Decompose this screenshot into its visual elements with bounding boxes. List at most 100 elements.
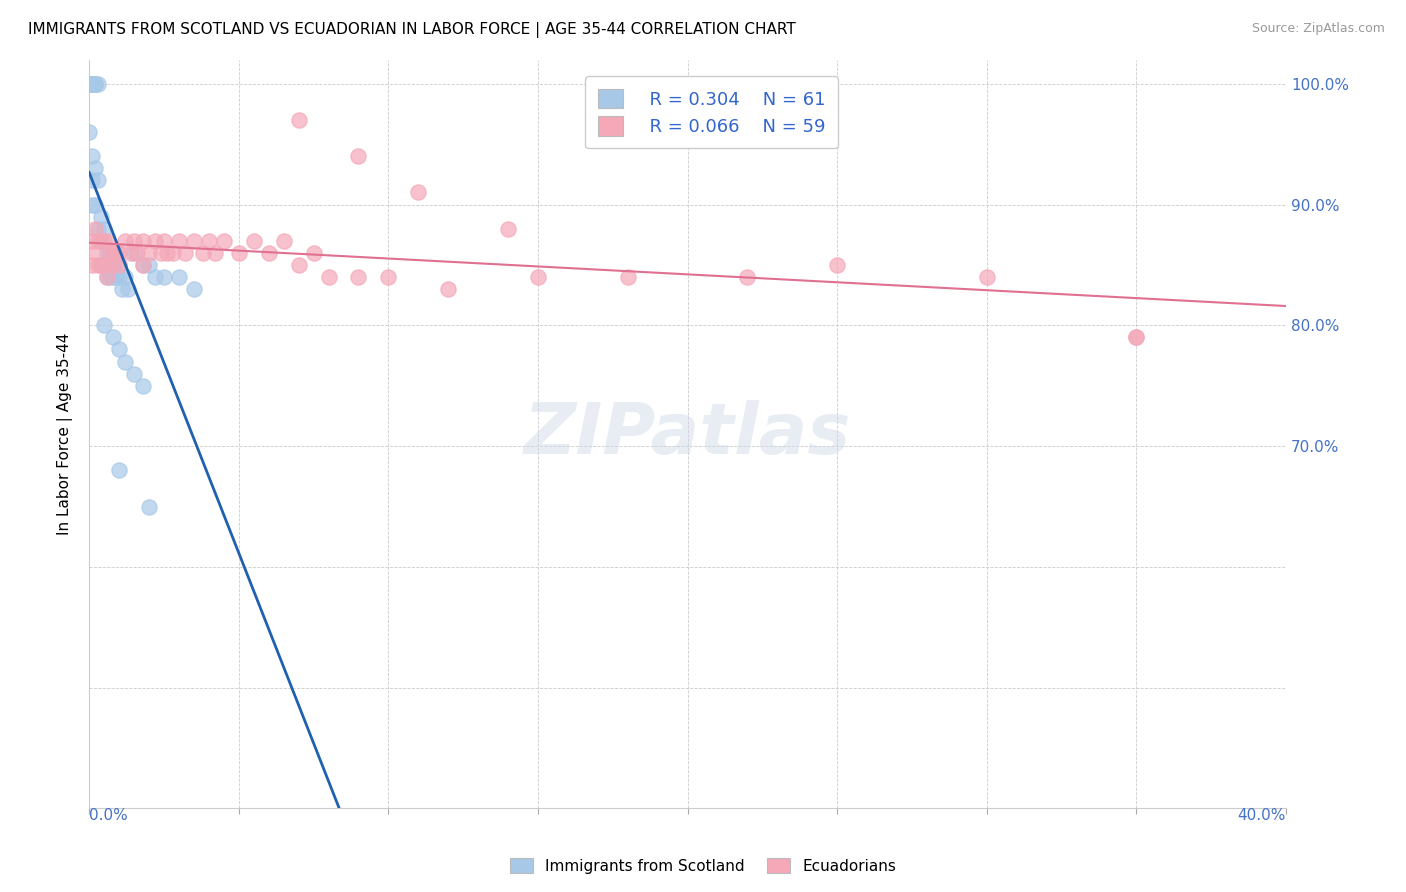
Point [82, 197, 104, 211]
Point [108, 245, 131, 260]
Point [149, 245, 172, 260]
Point [198, 234, 221, 248]
Point [825, 258, 848, 272]
Point [82, 173, 104, 187]
Point [98, 270, 121, 285]
Point [1125, 330, 1147, 344]
Point [105, 270, 128, 285]
Point [84, 245, 107, 260]
Point [117, 282, 139, 296]
Point [122, 234, 145, 248]
Point [191, 245, 214, 260]
Point [212, 234, 235, 248]
Point [82, 149, 104, 163]
Point [377, 270, 399, 285]
Point [93, 234, 115, 248]
Point [105, 245, 128, 260]
Point [257, 245, 280, 260]
Point [114, 270, 136, 285]
Point [138, 500, 160, 514]
Point [90, 234, 112, 248]
Point [242, 234, 264, 248]
Point [77, 77, 100, 91]
Point [108, 270, 131, 285]
Point [101, 258, 124, 272]
Point [96, 270, 118, 285]
Point [96, 270, 118, 285]
Point [114, 354, 136, 368]
Point [108, 463, 131, 477]
Point [101, 245, 124, 260]
Point [132, 258, 155, 272]
Point [101, 330, 124, 344]
Point [93, 258, 115, 272]
Point [96, 245, 118, 260]
Point [183, 282, 205, 296]
Point [90, 258, 112, 272]
Point [82, 77, 104, 91]
Point [132, 234, 155, 248]
Point [87, 234, 110, 248]
Point [77, 77, 100, 91]
Point [228, 245, 250, 260]
Point [143, 270, 166, 285]
Point [132, 258, 155, 272]
Text: ZIPatlas: ZIPatlas [524, 400, 851, 468]
Point [162, 245, 184, 260]
Point [82, 77, 104, 91]
Point [737, 270, 759, 285]
Point [98, 245, 121, 260]
Point [122, 245, 145, 260]
Point [84, 197, 107, 211]
Point [108, 258, 131, 272]
Point [527, 270, 550, 285]
Point [120, 245, 142, 260]
Point [82, 258, 104, 272]
Point [90, 258, 112, 272]
Point [111, 282, 134, 296]
Point [82, 77, 104, 91]
Legend:   R = 0.304    N = 61,   R = 0.066    N = 59: R = 0.304 N = 61, R = 0.066 N = 59 [585, 76, 838, 148]
Point [287, 113, 309, 128]
Point [87, 173, 110, 187]
Point [84, 221, 107, 235]
Text: Source: ZipAtlas.com: Source: ZipAtlas.com [1251, 22, 1385, 36]
Point [347, 270, 370, 285]
Point [153, 234, 176, 248]
Point [114, 234, 136, 248]
Point [976, 270, 998, 285]
Point [122, 367, 145, 381]
Point [108, 258, 131, 272]
Point [132, 378, 155, 392]
Point [108, 343, 131, 357]
Text: 0.0%: 0.0% [89, 808, 128, 823]
Point [204, 245, 226, 260]
Point [287, 258, 309, 272]
Point [93, 258, 115, 272]
Point [156, 245, 179, 260]
Legend: Immigrants from Scotland, Ecuadorians: Immigrants from Scotland, Ecuadorians [503, 852, 903, 880]
Point [77, 125, 100, 139]
Point [138, 258, 160, 272]
Point [84, 161, 107, 176]
Point [87, 77, 110, 91]
Point [101, 270, 124, 285]
Y-axis label: In Labor Force | Age 35-44: In Labor Force | Age 35-44 [58, 333, 73, 535]
Point [77, 77, 100, 91]
Point [347, 149, 370, 163]
Point [98, 245, 121, 260]
Point [138, 245, 160, 260]
Point [84, 77, 107, 91]
Point [87, 221, 110, 235]
Point [90, 210, 112, 224]
Point [84, 77, 107, 91]
Point [153, 270, 176, 285]
Point [1125, 330, 1147, 344]
Point [273, 234, 295, 248]
Point [616, 270, 638, 285]
Point [93, 318, 115, 333]
Point [87, 258, 110, 272]
Point [318, 270, 340, 285]
Point [82, 234, 104, 248]
Point [167, 270, 190, 285]
